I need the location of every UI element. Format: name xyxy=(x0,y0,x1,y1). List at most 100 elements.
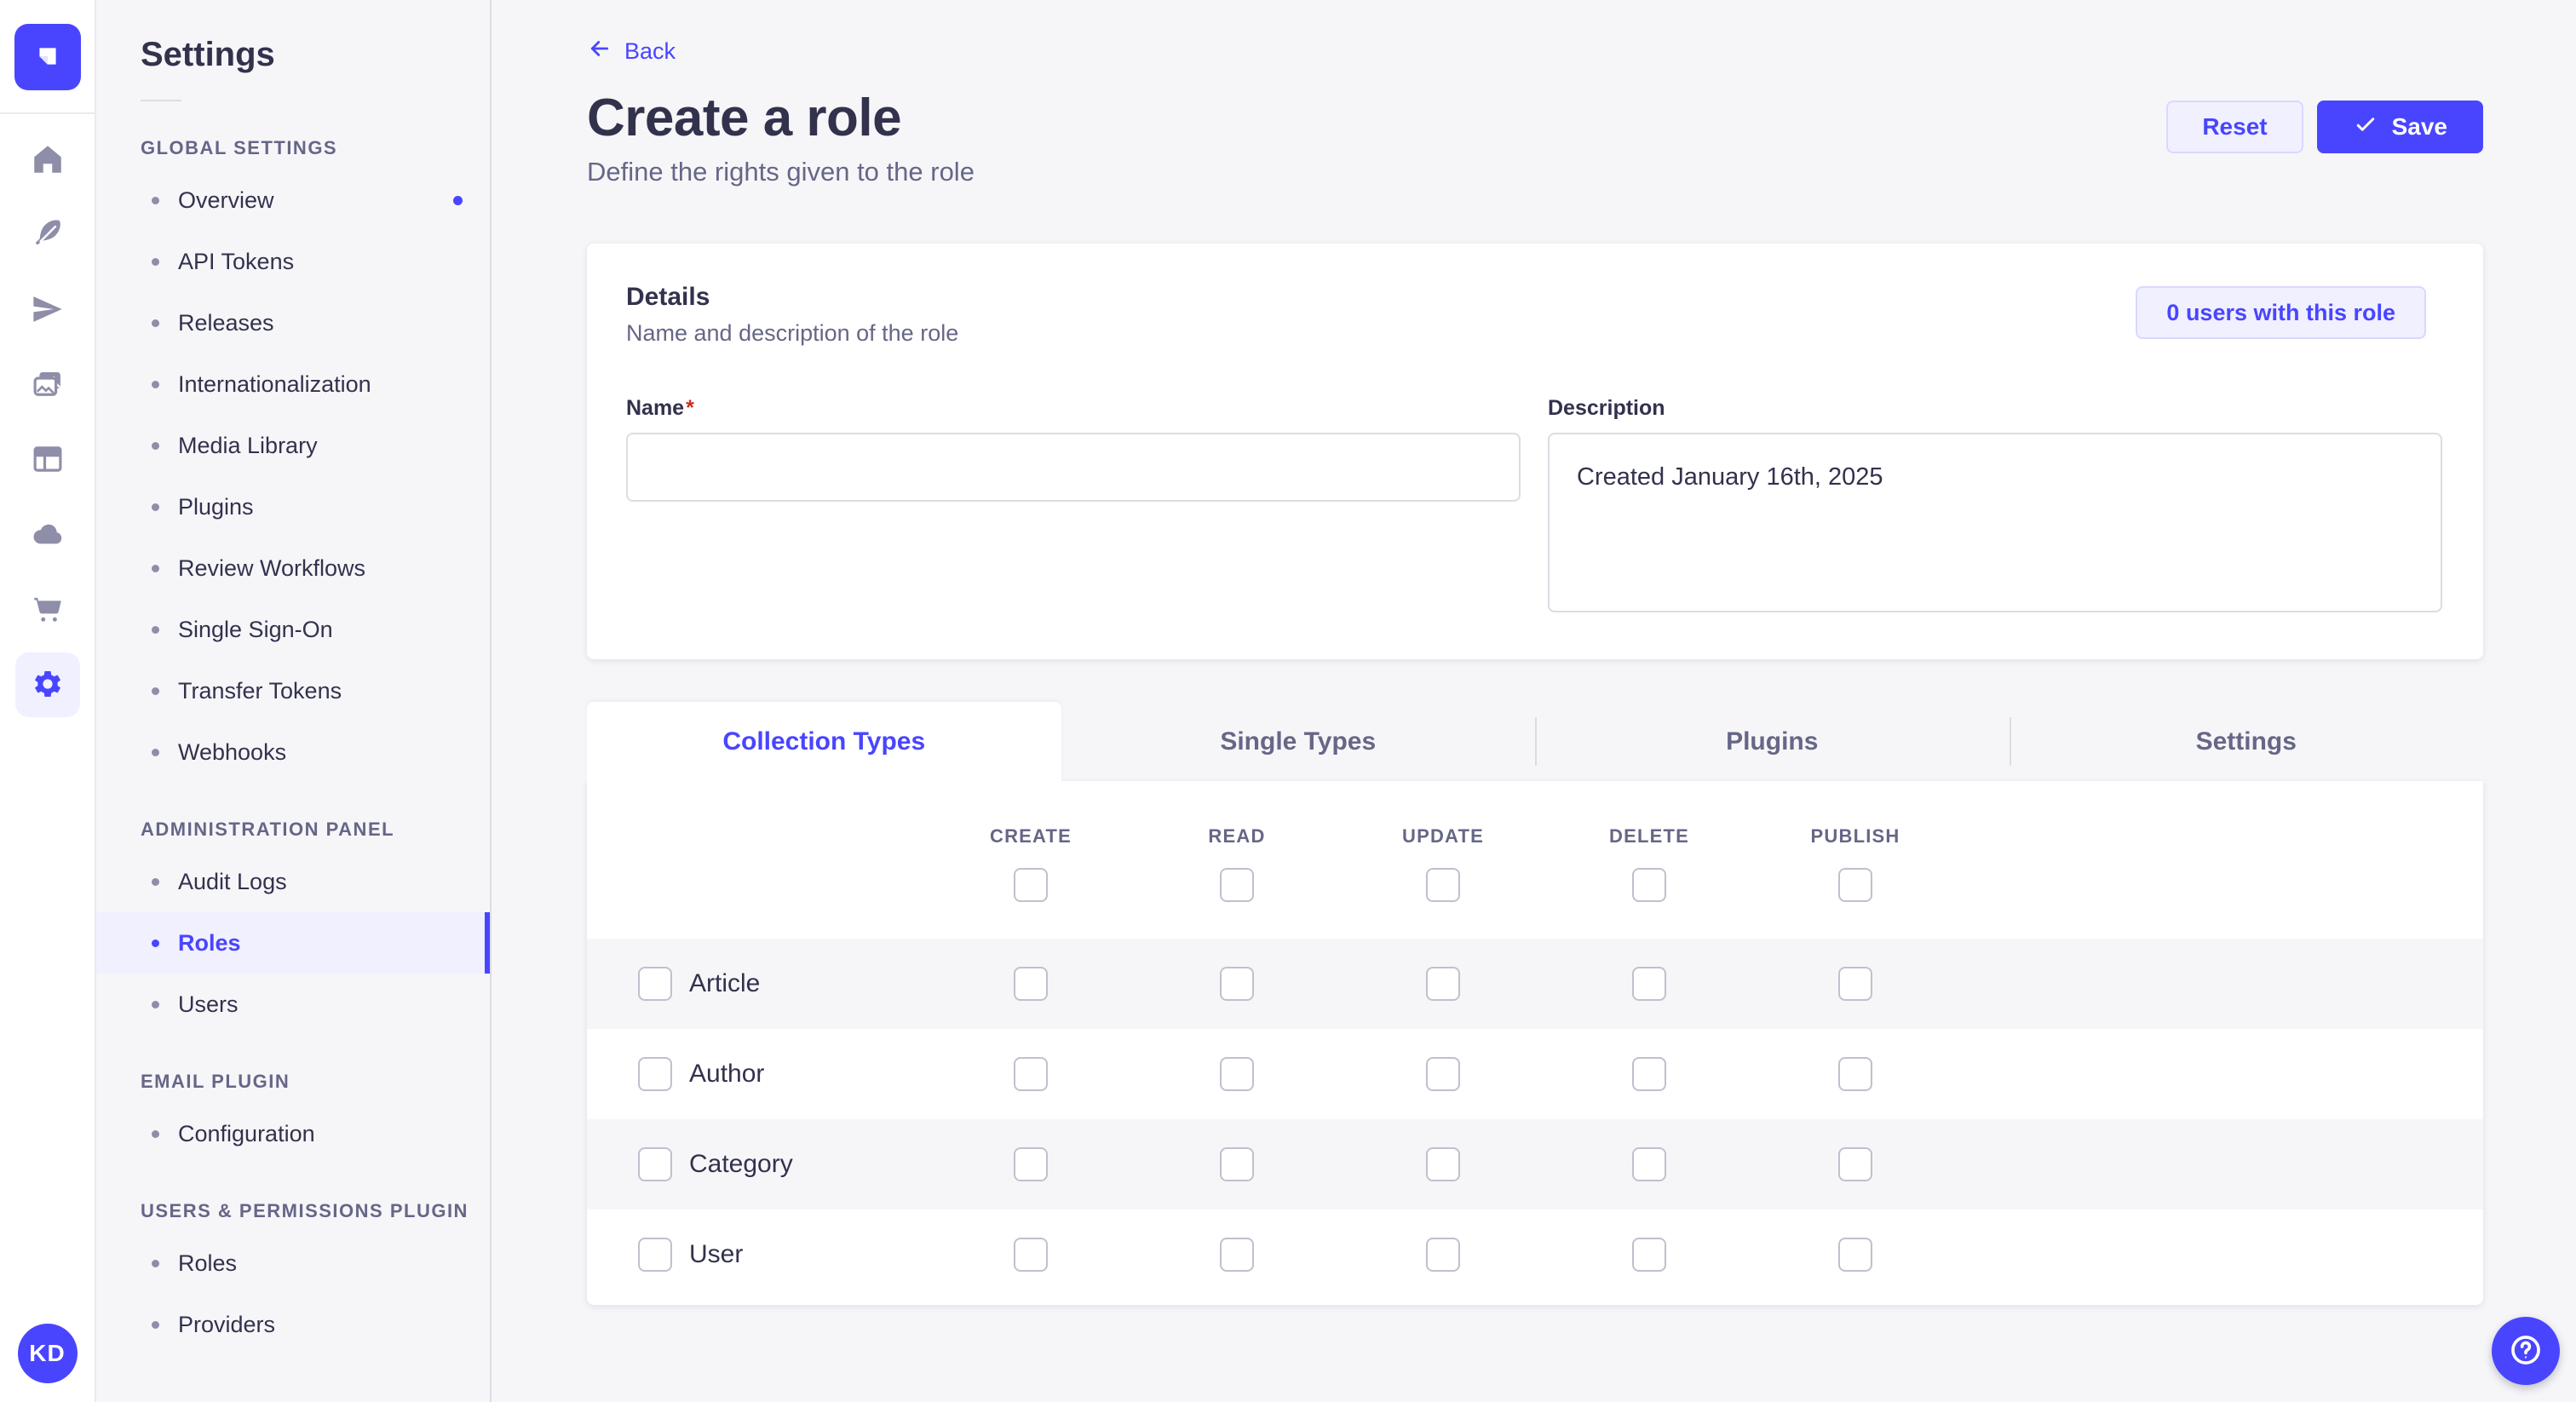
select-all-create-checkbox[interactable] xyxy=(1014,868,1048,902)
nav-home[interactable] xyxy=(15,128,80,192)
notification-dot xyxy=(453,195,463,205)
sidebar-item-providers[interactable]: Providers xyxy=(96,1294,490,1355)
category-update-cell xyxy=(1340,1147,1546,1181)
bullet-icon xyxy=(152,625,159,634)
category-read-checkbox[interactable] xyxy=(1220,1147,1254,1181)
sidebar-item-single-sign-on[interactable]: Single Sign-On xyxy=(96,599,490,660)
nav-content-manager[interactable] xyxy=(15,203,80,267)
author-read-checkbox[interactable] xyxy=(1220,1057,1254,1091)
sidebar-item-audit-logs[interactable]: Audit Logs xyxy=(96,851,490,912)
nav-list: Overview API Tokens Releases Internation… xyxy=(96,170,490,783)
check-icon xyxy=(2353,112,2378,143)
category-publish-checkbox[interactable] xyxy=(1838,1147,1872,1181)
author-create-checkbox[interactable] xyxy=(1014,1057,1048,1091)
sidebar-item-releases[interactable]: Releases xyxy=(96,292,490,353)
article-publish-checkbox[interactable] xyxy=(1838,967,1872,1001)
strapi-logo[interactable] xyxy=(14,24,81,90)
sidebar-item-transfer-tokens[interactable]: Transfer Tokens xyxy=(96,660,490,721)
column-create: CREATE xyxy=(928,781,1134,939)
layout-panel-icon xyxy=(30,441,66,480)
nav-settings[interactable] xyxy=(14,652,80,717)
sidebar-item-roles[interactable]: Roles xyxy=(96,912,490,974)
tab-collection-types[interactable]: Collection Types xyxy=(587,702,1061,781)
row-select-checkbox[interactable] xyxy=(638,1238,672,1272)
home-icon xyxy=(30,141,66,180)
sidebar-item-review-workflows[interactable]: Review Workflows xyxy=(96,537,490,599)
section-users-permissions-plugin: USERS & PERMISSIONS PLUGIN Roles Provide… xyxy=(96,1200,490,1355)
tabbar: Collection Types Single Types Plugins Se… xyxy=(587,702,2483,781)
sidebar-item-api-tokens[interactable]: API Tokens xyxy=(96,231,490,292)
nav-media-library[interactable] xyxy=(15,353,80,417)
row-select-checkbox[interactable] xyxy=(638,1147,672,1181)
row-select-checkbox[interactable] xyxy=(638,1057,672,1091)
sidebar-item-plugins[interactable]: Plugins xyxy=(96,476,490,537)
sidebar-item-configuration[interactable]: Configuration xyxy=(96,1103,490,1164)
help-button[interactable] xyxy=(2492,1317,2560,1385)
select-all-delete-checkbox[interactable] xyxy=(1632,868,1666,902)
author-update-checkbox[interactable] xyxy=(1426,1057,1460,1091)
nav-deploy[interactable] xyxy=(15,503,80,567)
category-delete-checkbox[interactable] xyxy=(1632,1147,1666,1181)
category-update-checkbox[interactable] xyxy=(1426,1147,1460,1181)
select-all-read-checkbox[interactable] xyxy=(1220,868,1254,902)
article-update-checkbox[interactable] xyxy=(1426,967,1460,1001)
user-delete-checkbox[interactable] xyxy=(1632,1238,1666,1272)
nav-releases[interactable] xyxy=(15,278,80,342)
settings-subnav: Settings GLOBAL SETTINGS Overview API To… xyxy=(96,0,492,1402)
reset-button[interactable]: Reset xyxy=(2166,101,2303,153)
sidebar-item-up-roles[interactable]: Roles xyxy=(96,1232,490,1294)
select-all-update-checkbox[interactable] xyxy=(1426,868,1460,902)
sidebar-item-webhooks[interactable]: Webhooks xyxy=(96,721,490,783)
user-create-checkbox[interactable] xyxy=(1014,1238,1048,1272)
user-update-checkbox[interactable] xyxy=(1426,1238,1460,1272)
sidebar-item-users[interactable]: Users xyxy=(96,974,490,1035)
row-head: Author xyxy=(587,1057,928,1091)
page-subtitle: Define the rights given to the role xyxy=(587,157,975,187)
sidebar-item-media-library[interactable]: Media Library xyxy=(96,415,490,476)
bullet-icon xyxy=(152,564,159,572)
user-publish-checkbox[interactable] xyxy=(1838,1238,1872,1272)
arrow-left-icon xyxy=(587,36,612,67)
tab-plugins[interactable]: Plugins xyxy=(1535,702,2010,781)
author-delete-checkbox[interactable] xyxy=(1632,1057,1666,1091)
user-read-checkbox[interactable] xyxy=(1220,1238,1254,1272)
author-read-cell xyxy=(1134,1057,1340,1091)
row-select-checkbox[interactable] xyxy=(638,967,672,1001)
bullet-icon xyxy=(152,257,159,266)
users-with-role-button[interactable]: 0 users with this role xyxy=(2136,286,2426,339)
back-link[interactable]: Back xyxy=(587,36,676,67)
article-publish-cell xyxy=(1752,967,1958,1001)
author-publish-checkbox[interactable] xyxy=(1838,1057,1872,1091)
name-field-group: Name* xyxy=(626,396,1521,617)
save-button[interactable]: Save xyxy=(2316,101,2483,153)
nav-list: Audit Logs Roles Users xyxy=(96,851,490,1035)
details-form-row: Name* Description Created January 16th, … xyxy=(626,396,2442,617)
section-administration-panel: ADMINISTRATION PANEL Audit Logs Roles Us… xyxy=(96,819,490,1035)
tab-single-types[interactable]: Single Types xyxy=(1061,702,1536,781)
rail-divider xyxy=(0,112,95,114)
sidebar-item-overview[interactable]: Overview xyxy=(96,170,490,231)
section-label: GLOBAL SETTINGS xyxy=(141,137,338,158)
user-read-cell xyxy=(1134,1238,1340,1272)
row-head: Article xyxy=(587,967,928,1001)
user-avatar[interactable]: KD xyxy=(17,1324,78,1383)
bullet-icon xyxy=(152,380,159,388)
category-create-checkbox[interactable] xyxy=(1014,1147,1048,1181)
paper-plane-icon xyxy=(30,291,66,330)
category-create-cell xyxy=(928,1147,1134,1181)
nav-marketplace[interactable] xyxy=(15,577,80,642)
nav-list: Configuration xyxy=(96,1103,490,1164)
article-create-checkbox[interactable] xyxy=(1014,967,1048,1001)
description-textarea[interactable]: Created January 16th, 2025 xyxy=(1548,433,2442,612)
author-create-cell xyxy=(928,1057,1134,1091)
select-all-publish-checkbox[interactable] xyxy=(1838,868,1872,902)
article-read-checkbox[interactable] xyxy=(1220,967,1254,1001)
article-delete-checkbox[interactable] xyxy=(1632,967,1666,1001)
bullet-icon xyxy=(152,441,159,450)
sidebar-item-internationalization[interactable]: Internationalization xyxy=(96,353,490,415)
name-input[interactable] xyxy=(626,433,1521,502)
author-delete-cell xyxy=(1546,1057,1752,1091)
feather-icon xyxy=(30,216,66,255)
nav-content-type-builder[interactable] xyxy=(15,428,80,492)
tab-settings[interactable]: Settings xyxy=(2009,702,2484,781)
